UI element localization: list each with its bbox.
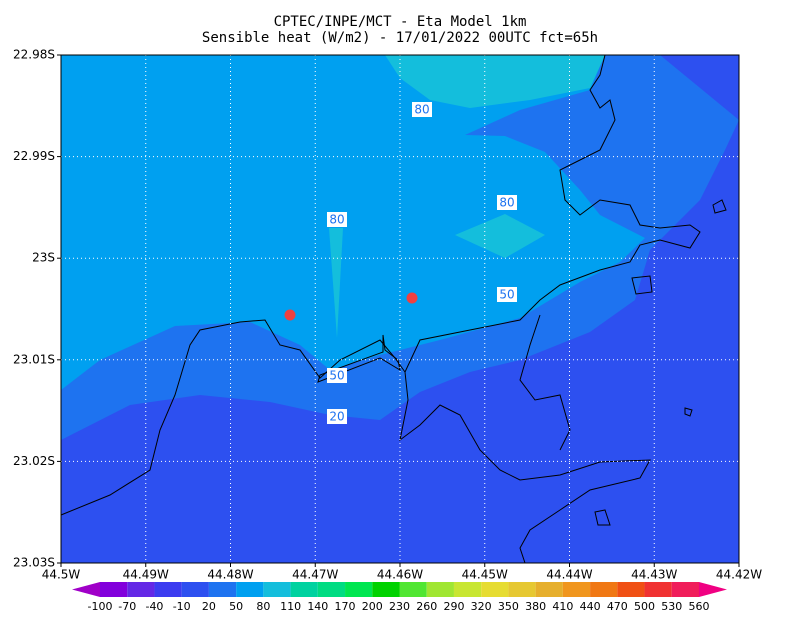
colorbar-label: 350 (498, 600, 519, 613)
island (684, 407, 693, 417)
colorbar-box (644, 582, 672, 597)
station-marker (406, 292, 418, 304)
label-box (327, 409, 347, 424)
lon-label: 44.49W (123, 568, 169, 582)
colorbar-box (127, 582, 155, 597)
colorbar-label: 440 (580, 600, 601, 613)
coastline (60, 54, 727, 564)
colorbar-label: 260 (416, 600, 437, 613)
colorbar-box (208, 582, 237, 597)
colorbar-label: 410 (552, 600, 573, 613)
lon-label: 44.48W (207, 568, 253, 582)
coastline (317, 334, 401, 383)
title-line1: CPTEC/INPE/MCT - Eta Model 1km (274, 14, 527, 30)
coastline (404, 54, 701, 373)
title-line2: Sensible heat (W/m2) - 17/01/2022 00UTC … (202, 30, 598, 46)
lat-label: 22.99S (13, 149, 55, 163)
colorbar-box (263, 582, 291, 597)
lat-label: 23.02S (13, 454, 55, 468)
field-80-110 (455, 214, 545, 258)
lat-label: 22.98S (13, 48, 55, 62)
colorbar-label: -40 (145, 600, 163, 613)
label-box (497, 195, 517, 210)
lon-label: 44.47W (292, 568, 338, 582)
label-box (327, 212, 347, 227)
contour-label: 50 (329, 369, 344, 383)
island (631, 275, 653, 295)
colorbar-box (453, 582, 482, 597)
lon-label: 44.44W (546, 568, 592, 582)
island (594, 509, 611, 526)
colorbar-box (562, 582, 591, 597)
lat-label: 23.03S (13, 556, 55, 570)
colorbar-label: 20 (202, 600, 216, 613)
colorbar-label: -10 (173, 600, 191, 613)
colorbar-box (590, 582, 618, 597)
contour-label: 80 (329, 213, 344, 227)
label-box (497, 287, 517, 302)
coastline (519, 314, 571, 451)
colorbar-box (154, 582, 182, 597)
contour-label: 80 (414, 103, 429, 117)
colorbar-box (535, 582, 563, 597)
contour-label: 20 (329, 410, 344, 424)
colorbar-label: -70 (118, 600, 136, 613)
colorbar-box (617, 582, 645, 597)
coastline (60, 319, 651, 564)
colorbar-label: 320 (471, 600, 492, 613)
contour-labels: 80 80 80 50 50 20 (327, 102, 517, 424)
colorbar-label: 470 (607, 600, 628, 613)
lon-label: 44.43W (631, 568, 677, 582)
colorbar-box (317, 582, 346, 597)
colorbar-box (671, 582, 699, 597)
colorbar-label: 110 (280, 600, 301, 613)
colorbar-box (100, 582, 128, 597)
colorbar-triangle (72, 582, 100, 597)
colorbar-label: 170 (335, 600, 356, 613)
colorbar-box (290, 582, 318, 597)
colorbar-box (399, 582, 427, 597)
colorbar-box (181, 582, 209, 597)
colorbar-label: 380 (525, 600, 546, 613)
lat-label: 23S (32, 251, 55, 265)
contour-label: 50 (499, 288, 514, 302)
colorbar-label: 200 (362, 600, 383, 613)
colorbar-label: 140 (307, 600, 328, 613)
colorbar-label: 290 (443, 600, 464, 613)
colorbar-box (426, 582, 454, 597)
island (712, 199, 727, 214)
colorbar-box (481, 582, 509, 597)
colorbar-triangle (699, 582, 727, 597)
colorbar-box (345, 582, 373, 597)
lon-label: 44.42W (716, 568, 762, 582)
colorbar-label: 230 (389, 600, 410, 613)
colorbar-label: 530 (661, 600, 682, 613)
lat-label: 23.01S (13, 352, 55, 366)
station-marker (284, 309, 296, 321)
colorbar-label: -100 (88, 600, 113, 613)
field-80-110 (385, 55, 605, 108)
colorbar-box (508, 582, 536, 597)
colorbar-label: 80 (256, 600, 270, 613)
label-box (327, 368, 347, 383)
lon-label: 44.45W (462, 568, 508, 582)
label-box (412, 102, 432, 117)
contour-label: 80 (499, 196, 514, 210)
field-80-110 (329, 228, 343, 338)
colorbar-label: 560 (689, 600, 710, 613)
colorbar-box (372, 582, 400, 597)
colorbar-label: 500 (634, 600, 655, 613)
lon-label: 44.46W (377, 568, 423, 582)
lon-label: 44.5W (42, 568, 81, 582)
colorbar-box (236, 582, 264, 597)
colorbar-label: 50 (229, 600, 243, 613)
